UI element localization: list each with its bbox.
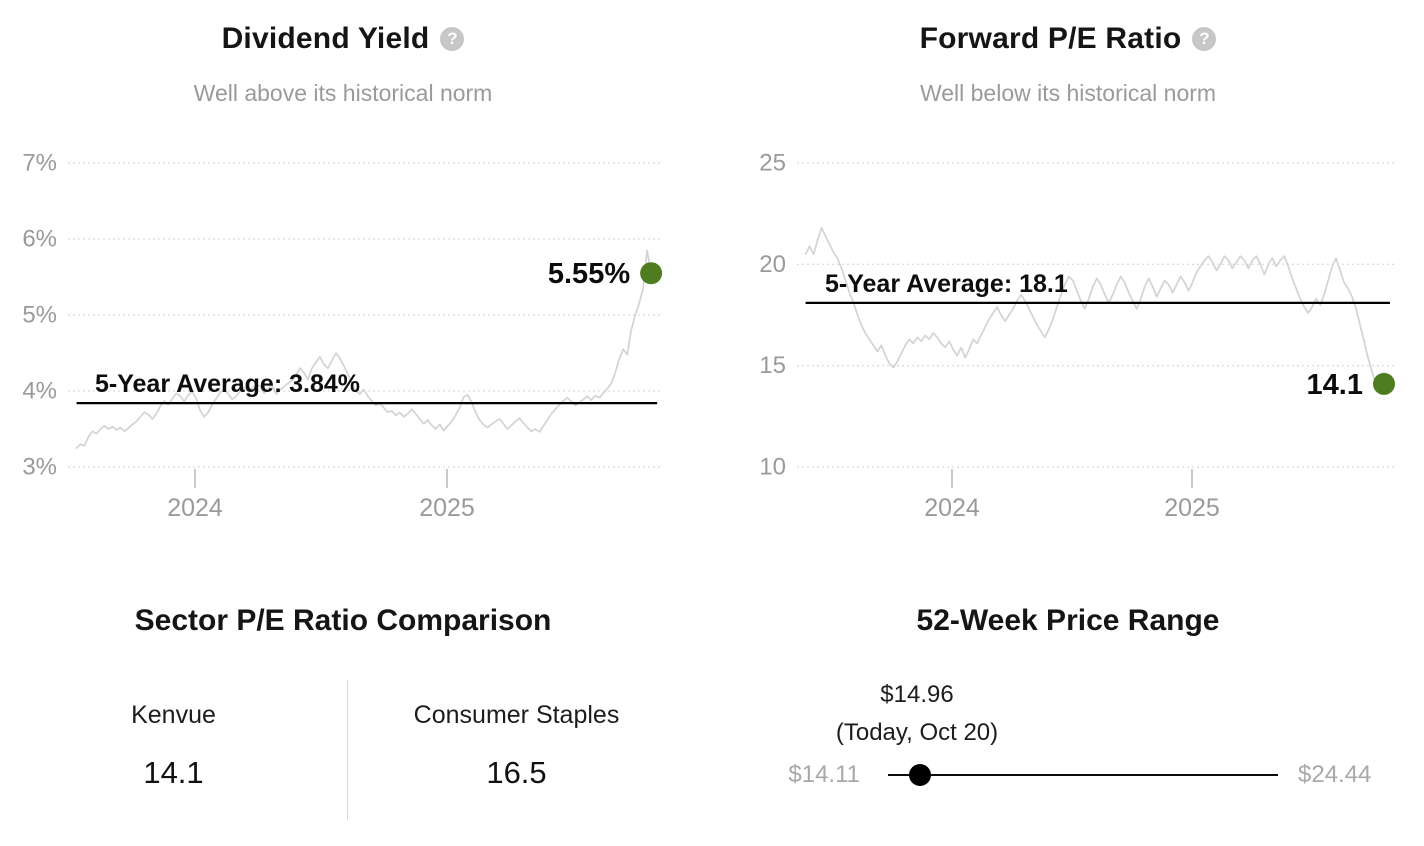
price-range-low-label: $14.11 bbox=[788, 761, 860, 788]
svg-text:5%: 5% bbox=[22, 302, 57, 329]
dividend-yield-title: Dividend Yield bbox=[221, 22, 430, 55]
price-slider-handle[interactable] bbox=[909, 764, 932, 786]
forward-pe-title-row: Forward P/E Ratio ? bbox=[712, 22, 1424, 56]
help-icon[interactable]: ? bbox=[440, 27, 465, 51]
svg-text:4%: 4% bbox=[22, 378, 57, 405]
dividend-yield-panel: Dividend Yield ? Well above its historic… bbox=[0, 0, 686, 846]
svg-text:2024: 2024 bbox=[924, 494, 980, 522]
dividend-yield-subtitle: Well above its historical norm bbox=[193, 80, 493, 106]
dividend-yield-chart: 7% 6% 5% 4% 3% 2024 2025 5-Year Average: 3.84% 5… bbox=[22, 150, 663, 522]
svg-text:10: 10 bbox=[759, 454, 786, 481]
dividend-yield-title-row: Dividend Yield ? bbox=[0, 22, 686, 56]
comparison-company-value: 14.1 bbox=[143, 755, 204, 790]
svg-text:2025: 2025 bbox=[419, 494, 475, 522]
svg-text:6%: 6% bbox=[22, 226, 57, 253]
svg-text:25: 25 bbox=[759, 149, 786, 176]
comparison-company-label: Kenvue bbox=[131, 701, 216, 729]
svg-text:5-Year Average: 18.1: 5-Year Average: 18.1 bbox=[825, 270, 1068, 298]
svg-text:5-Year Average: 3.84%: 5-Year Average: 3.84% bbox=[95, 370, 360, 398]
svg-text:3%: 3% bbox=[22, 454, 57, 481]
current-price-label: $14.96 bbox=[880, 681, 954, 708]
forward-pe-panel: Forward P/E Ratio ? Well below its histo… bbox=[712, 0, 1424, 846]
comparison-divider bbox=[347, 680, 348, 820]
forward-pe-subtitle: Well below its historical norm bbox=[919, 80, 1217, 106]
price-slider-track[interactable] bbox=[888, 774, 1278, 776]
svg-text:7%: 7% bbox=[22, 150, 57, 177]
comparison-sector-label: Consumer Staples bbox=[413, 701, 620, 729]
svg-text:5.55%: 5.55% bbox=[548, 258, 630, 290]
price-range-high-label: $24.44 bbox=[1298, 761, 1372, 788]
svg-text:2024: 2024 bbox=[167, 494, 223, 522]
svg-text:14.1: 14.1 bbox=[1307, 369, 1363, 401]
help-icon[interactable]: ? bbox=[1192, 27, 1217, 51]
svg-text:15: 15 bbox=[759, 352, 786, 379]
price-range-title: 52-Week Price Range bbox=[916, 604, 1220, 637]
comparison-sector-value: 16.5 bbox=[486, 755, 547, 790]
sector-comparison-title: Sector P/E Ratio Comparison bbox=[134, 604, 552, 637]
current-price-note: (Today, Oct 20) bbox=[835, 719, 999, 746]
svg-text:20: 20 bbox=[759, 251, 786, 278]
svg-text:2025: 2025 bbox=[1164, 494, 1220, 522]
forward-pe-chart: 25 20 15 10 2024 2025 5-Year Average: 18.1 14.1 bbox=[759, 149, 1396, 522]
forward-pe-title: Forward P/E Ratio bbox=[919, 22, 1182, 55]
